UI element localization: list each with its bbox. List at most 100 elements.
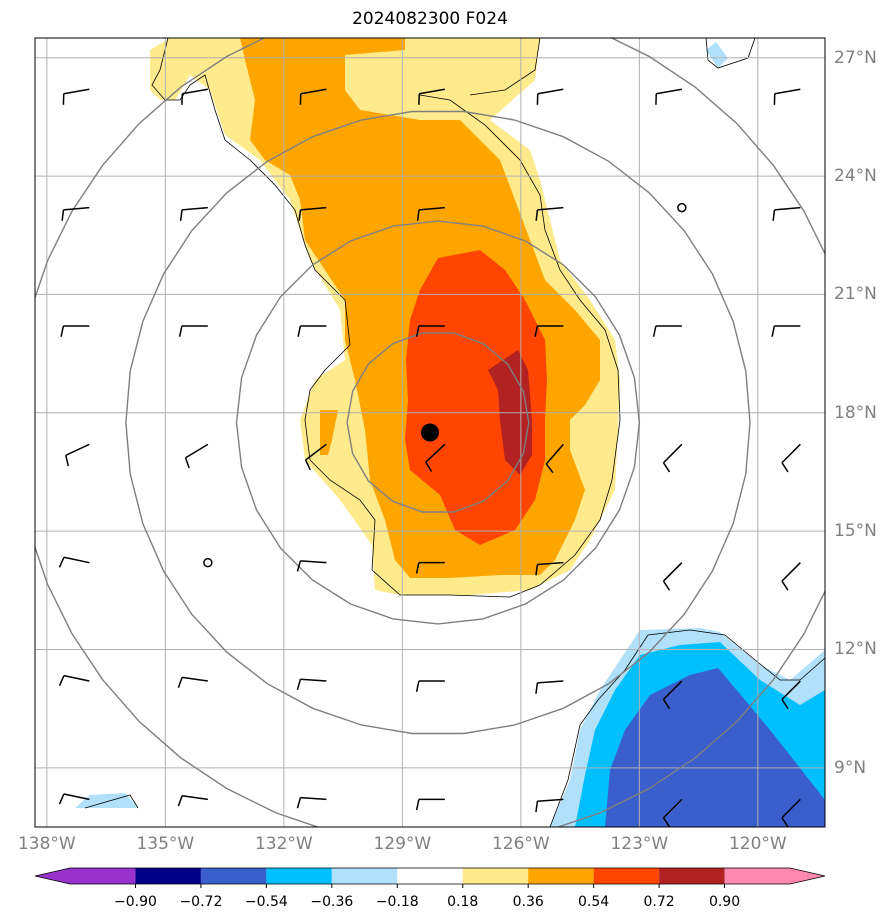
- wind-barb-shaft: [181, 676, 208, 682]
- wind-barb-feather: [60, 325, 65, 337]
- anomaly-0.18-0.36-east-band: [430, 90, 510, 160]
- wind-barb-shaft: [65, 443, 90, 457]
- wind-barb-feather: [296, 560, 302, 572]
- anomaly-0.36-0.54-small-west: [320, 410, 338, 455]
- map-plot-area: [35, 38, 825, 827]
- colorbar-segment-low-extend: [70, 868, 136, 884]
- map-frame: [34, 37, 826, 828]
- colorbar-tick-label: −0.18: [375, 894, 419, 910]
- wind-barb-shaft: [63, 674, 90, 682]
- wind-barb-shaft: [300, 88, 327, 95]
- colorbar-segment: [593, 868, 660, 884]
- colorbar-segment: [397, 868, 463, 884]
- wind-barb-feather: [662, 462, 671, 473]
- wind-barb-shaft: [662, 443, 683, 464]
- latitude-label: 18°N: [834, 402, 877, 423]
- range-ring: [235, 220, 641, 625]
- latitude-label: 15°N: [834, 521, 877, 542]
- range-rings: [35, 38, 825, 827]
- colorbar-extend-low: [35, 868, 70, 884]
- wind-barb-shaft: [774, 206, 801, 211]
- colorbar-segment-high-extend: [724, 868, 790, 884]
- latitude-label: 27°N: [834, 47, 877, 68]
- wind-barb-feather: [177, 795, 183, 807]
- wind-barb-feather: [781, 462, 789, 473]
- storm-center-marker: [421, 423, 439, 442]
- wind-barb-feather: [662, 580, 671, 591]
- latitude-label: 12°N: [834, 639, 877, 660]
- wind-barb-shaft: [181, 795, 208, 801]
- range-ring: [35, 38, 825, 827]
- wind-barb-shaft: [781, 680, 801, 700]
- wind-barb-shaft: [545, 443, 564, 465]
- wind-barb-feather: [535, 209, 539, 221]
- negative-anomaly-fill: [75, 42, 825, 827]
- anomaly-contour-outlines: [84, 38, 825, 827]
- anomaly-neg0.36-neg0.18-small-southwest: [75, 793, 138, 808]
- wind-barb-feather: [545, 463, 554, 474]
- wind-barb-feather: [178, 325, 183, 337]
- anomaly-0.54-0.72-region: [405, 250, 547, 545]
- colorbar-tick-label: −0.72: [179, 894, 223, 910]
- wind-barb-feather: [297, 325, 302, 337]
- wind-barb-shaft: [63, 88, 90, 95]
- wind-barb-shaft: [300, 796, 327, 801]
- wind-barb-feather: [652, 325, 657, 337]
- wind-barb-shaft: [781, 443, 801, 464]
- wind-barb-shaft: [781, 562, 801, 582]
- wind-barb-shaft: [419, 88, 445, 95]
- wind-barb-feather: [58, 675, 65, 687]
- wind-barb-feather: [415, 325, 420, 337]
- graticule: [35, 38, 825, 827]
- longitude-label: 126°W: [491, 834, 550, 854]
- wind-barb-feather: [416, 209, 420, 221]
- wind-barb-feather: [425, 461, 433, 472]
- wind-barb-shaft: [300, 560, 327, 564]
- colorbar-extend-high: [790, 868, 825, 884]
- anomaly-neg0.72-neg0.54-region: [605, 668, 825, 827]
- latitude-label: 24°N: [834, 166, 877, 187]
- longitude-label: 129°W: [373, 834, 432, 854]
- wind-barb-feather: [415, 562, 420, 574]
- wind-barb-feather: [177, 677, 183, 689]
- wind-barb-feather: [534, 325, 539, 337]
- wind-barb-shaft: [63, 206, 90, 211]
- wind-barb-feather: [304, 459, 311, 471]
- longitude-label: 123°W: [610, 834, 669, 854]
- calm-wind-circle: [677, 202, 687, 213]
- range-ring: [346, 332, 530, 513]
- colorbar-segment: [528, 868, 594, 884]
- colorbar-tick-label: 0.36: [512, 894, 544, 910]
- anomaly-neg0.36-neg0.18-small-northeast: [706, 42, 728, 68]
- wind-barb-feather: [58, 556, 65, 568]
- wind-barb-feather: [65, 455, 70, 467]
- wind-barb-feather: [771, 325, 776, 337]
- wind-barb-feather: [781, 817, 789, 827]
- colorbar-segment: [135, 868, 201, 884]
- wind-barb-shaft: [537, 561, 564, 566]
- colorbar-segments: [70, 868, 790, 884]
- wind-barb-feather: [415, 799, 420, 811]
- wind-barb-feather: [535, 801, 539, 813]
- map-title: 2024082300 F024: [352, 9, 508, 29]
- longitude-label: 132°W: [254, 834, 313, 854]
- wind-barb-feather: [781, 699, 789, 710]
- colorbar-segment: [331, 868, 398, 884]
- colorbar-tick-label: −0.36: [310, 894, 354, 910]
- colorbar-tick-label: −0.54: [244, 894, 288, 910]
- wind-barb-feather: [415, 680, 420, 692]
- colorbar-tick-label: 0.18: [447, 894, 479, 910]
- colorbar-tick-label: 0.90: [708, 894, 741, 910]
- calm-wind-circle: [203, 557, 213, 568]
- wind-barb-feather: [772, 209, 776, 221]
- range-ring: [125, 110, 751, 735]
- wind-barb-shaft: [63, 793, 90, 801]
- colorbar-tick-label: −0.90: [114, 894, 157, 910]
- wind-barb-shaft: [537, 88, 564, 95]
- wind-barb-shaft: [537, 680, 564, 684]
- wind-barb-feather: [535, 564, 539, 576]
- wind-barb-shaft: [656, 88, 682, 95]
- wind-barb-feather: [535, 682, 539, 694]
- wind-barb-feather: [781, 580, 789, 591]
